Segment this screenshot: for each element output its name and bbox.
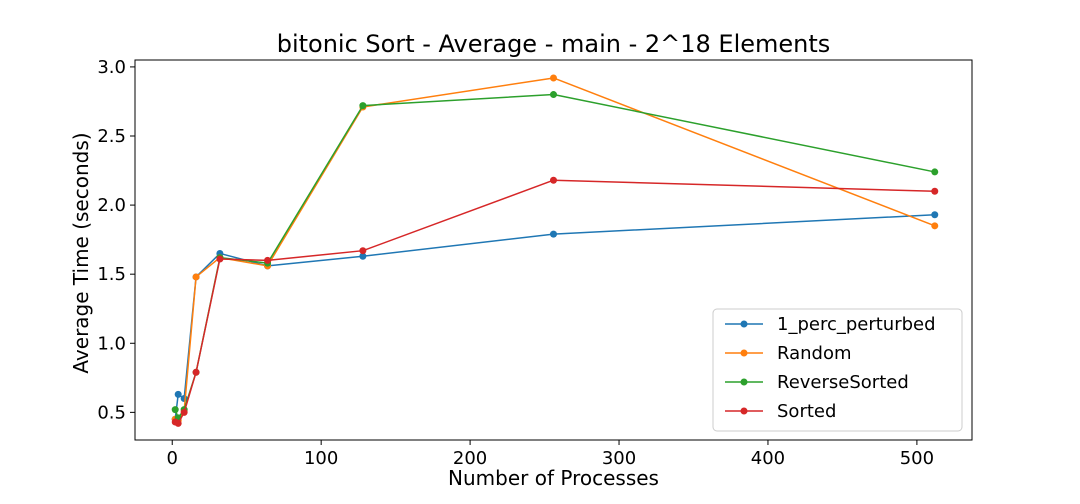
data-point [264,256,272,264]
y-tick-label: 0.5 [97,402,126,423]
data-point [174,419,182,427]
data-point [931,222,939,230]
data-point [192,368,200,376]
data-point [192,273,200,281]
legend-marker [740,349,748,357]
legend-label: Random [777,343,852,364]
data-point [550,176,557,184]
data-point [216,255,224,263]
data-point [931,211,939,219]
y-tick-label: 1.5 [97,264,126,285]
legend-label: ReverseSorted [777,372,909,393]
y-axis-label: Average Time (seconds) [69,132,93,374]
y-tick-label: 1.0 [97,333,126,354]
data-point [174,390,182,398]
chart-title: bitonic Sort - Average - main - 2^18 Ele… [276,30,831,58]
data-point [171,406,179,414]
x-axis-label: Number of Processes [448,466,659,490]
x-tick-label: 500 [900,448,934,469]
data-point [180,408,188,416]
x-tick-label: 200 [453,448,487,469]
x-tick-label: 300 [602,448,636,469]
y-tick-label: 2.5 [97,126,126,147]
data-point [550,230,557,238]
x-tick-label: 0 [167,448,178,469]
x-tick-label: 100 [304,448,338,469]
legend-marker [740,320,748,328]
data-point [931,168,939,176]
data-point [550,91,557,99]
legend-marker [740,407,748,415]
legend-marker [740,378,748,386]
legend-label: 1_perc_perturbed [777,314,936,335]
axes-frame [134,59,973,441]
data-point [359,252,367,260]
data-point [931,187,939,195]
x-tick-label: 400 [751,448,785,469]
data-point [359,102,367,110]
legend-box [712,308,963,432]
data-point [550,74,557,82]
legend-label: Sorted [777,401,836,422]
y-tick-label: 3.0 [97,57,126,78]
data-point [359,247,367,255]
y-tick-label: 2.0 [97,195,126,216]
